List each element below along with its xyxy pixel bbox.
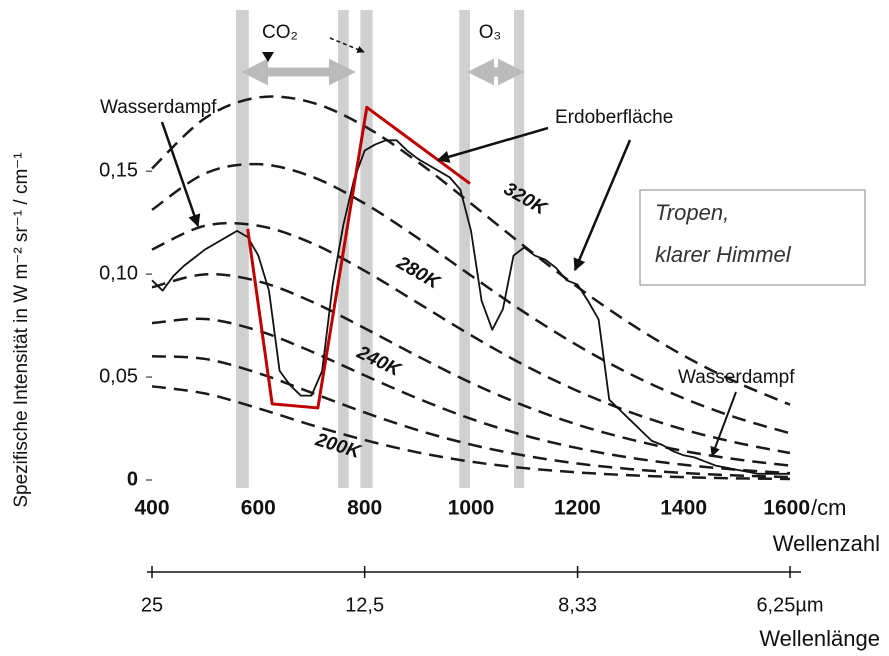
reference-curve (151, 221, 791, 455)
y-tick-label: 0 (127, 468, 138, 490)
temperature-label: 200K (312, 429, 364, 463)
x-tick-label: 1200 (554, 497, 601, 520)
co2-arrow (329, 37, 365, 53)
x-axis-label: Wellenzahl (773, 531, 880, 556)
spectrum-line (151, 139, 790, 475)
water-vapor-arrow (160, 121, 201, 228)
x-tick-label: 400 (134, 497, 169, 520)
temperature-label: 280K (392, 252, 444, 294)
x-tick-label: 600 (241, 497, 276, 520)
absorption-band (236, 10, 249, 488)
absorption-band (514, 10, 525, 488)
x-tick-label: 800 (347, 497, 382, 520)
x-tick-label: 1000 (448, 497, 495, 520)
highlight-outline (246, 105, 471, 410)
y-tick-label: 0,10 (99, 262, 138, 284)
y-tick-label: 0,05 (99, 365, 138, 387)
temperature-label: 320K (500, 178, 551, 220)
x2-tick-label: 6,25µm (756, 594, 823, 616)
absorption-band (459, 10, 470, 488)
y-tick-label: 0,15 (99, 159, 138, 181)
reference-curve (151, 95, 791, 406)
reference-curve (151, 162, 791, 435)
x2-tick-label: 25 (141, 594, 163, 616)
x-unit: /cm (811, 495, 846, 520)
x-tick-label: 1400 (660, 497, 707, 520)
reference-curve (151, 385, 791, 481)
o3-label: O₃ (479, 22, 502, 43)
surface-label: Erdoberfläche (555, 107, 673, 128)
info-box (639, 189, 866, 286)
water-vapor-arrow (710, 391, 737, 457)
box-text: Tropen, (655, 200, 729, 225)
absorption-band (360, 10, 373, 488)
plot (151, 95, 791, 481)
surface-arrow (436, 126, 549, 163)
reference-curve (151, 317, 791, 475)
y-axis-label: Spezifische Intensität in W m⁻² sr⁻¹ / c… (11, 152, 32, 507)
surface-arrow (573, 139, 632, 272)
water-vapor-label: Wasserdampf (678, 367, 795, 388)
water-vapor-label: Wasserdampf (100, 97, 217, 118)
x2-axis-label: Wellenlänge (759, 626, 880, 651)
x2-tick-label: 12,5 (345, 594, 384, 616)
co2-marker (262, 52, 274, 62)
bands (236, 10, 525, 488)
reference-curve (151, 355, 791, 479)
x2-tick-label: 8,33 (558, 594, 597, 616)
box-text: klarer Himmel (655, 242, 792, 267)
co2-label: CO₂ (262, 22, 298, 43)
x-tick-label: 1600 (763, 497, 810, 520)
